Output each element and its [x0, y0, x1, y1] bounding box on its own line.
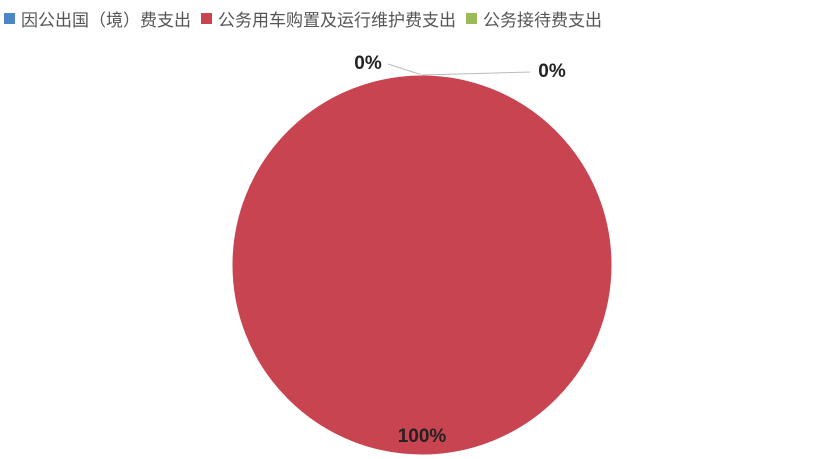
legend-swatch	[201, 13, 212, 24]
data-label: 100%	[398, 426, 447, 447]
legend-item: 因公出国（境）费支出	[4, 6, 191, 31]
legend: 因公出国（境）费支出 公务用车购置及运行维护费支出 公务接待费支出	[4, 6, 834, 31]
data-label: 0%	[538, 61, 566, 82]
legend-swatch	[4, 13, 15, 24]
legend-item: 公务用车购置及运行维护费支出	[201, 6, 456, 31]
legend-label: 公务接待费支出	[483, 11, 602, 31]
legend-swatch	[466, 13, 477, 24]
leader-line	[387, 63, 423, 76]
data-label: 0%	[354, 53, 382, 74]
legend-item: 公务接待费支出	[466, 6, 602, 31]
legend-label: 公务用车购置及运行维护费支出	[218, 11, 456, 31]
legend-label: 因公出国（境）费支出	[21, 11, 191, 31]
pie-slice	[231, 74, 613, 456]
leader-line	[421, 71, 531, 76]
